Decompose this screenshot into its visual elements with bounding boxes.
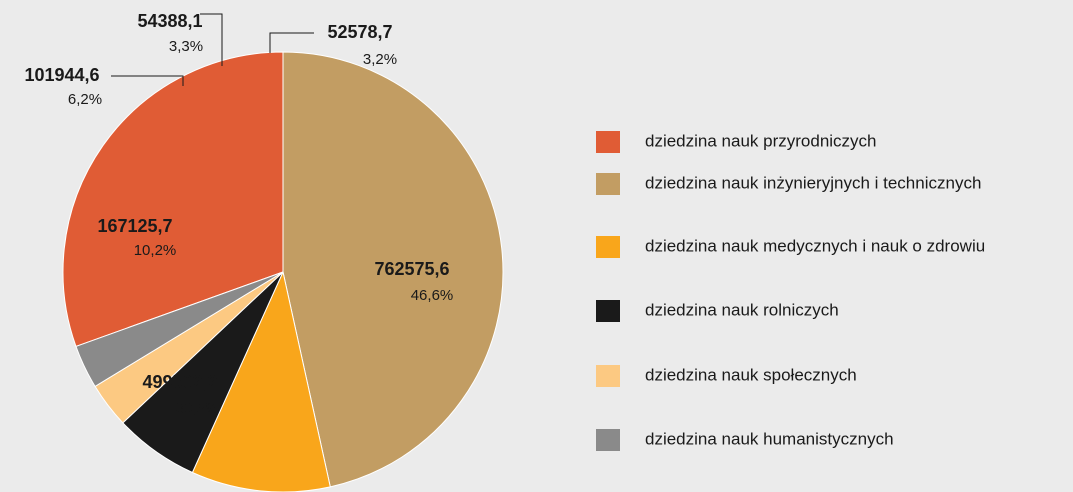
- share-label: 3,3%: [169, 38, 203, 55]
- pie-slice: [191, 270, 331, 492]
- pie-slice: [282, 51, 504, 488]
- value-label: 762575,6: [374, 259, 449, 279]
- legend-label: dziedzina nauk rolniczych: [645, 300, 839, 319]
- leader-line: [200, 13, 223, 66]
- value-label: 54388,1: [137, 11, 202, 31]
- legend-swatch: [596, 173, 620, 195]
- share-label: 3,2%: [363, 51, 397, 68]
- value-label: 499502,2: [142, 372, 217, 392]
- legend-swatch: [596, 236, 620, 258]
- legend-label: dziedzina nauk humanistycznych: [645, 429, 894, 448]
- pie-slice: [75, 271, 284, 388]
- leader-line: [269, 32, 314, 53]
- pie-slice: [62, 51, 284, 348]
- share-label: 46,6%: [411, 287, 454, 304]
- legend-label: dziedzina nauk inżynieryjnych i technicz…: [645, 173, 981, 192]
- legend-label: dziedzina nauk przyrodniczych: [645, 131, 877, 150]
- share-label: 10,2%: [134, 242, 177, 259]
- legend-label: dziedzina nauk społecznych: [645, 365, 857, 384]
- legend-label: dziedzina nauk medycznych i nauk o zdrow…: [645, 236, 985, 255]
- legend-swatch: [596, 365, 620, 387]
- share-label: 6,2%: [68, 91, 102, 108]
- legend-swatch: [596, 429, 620, 451]
- legend-swatch: [596, 131, 620, 153]
- share-label: 30,5%: [176, 400, 219, 417]
- value-label: 52578,7: [327, 22, 392, 42]
- legend-swatch: [596, 300, 620, 322]
- leader-line: [111, 75, 184, 86]
- value-label: 167125,7: [97, 216, 172, 236]
- value-label: 101944,6: [24, 65, 99, 85]
